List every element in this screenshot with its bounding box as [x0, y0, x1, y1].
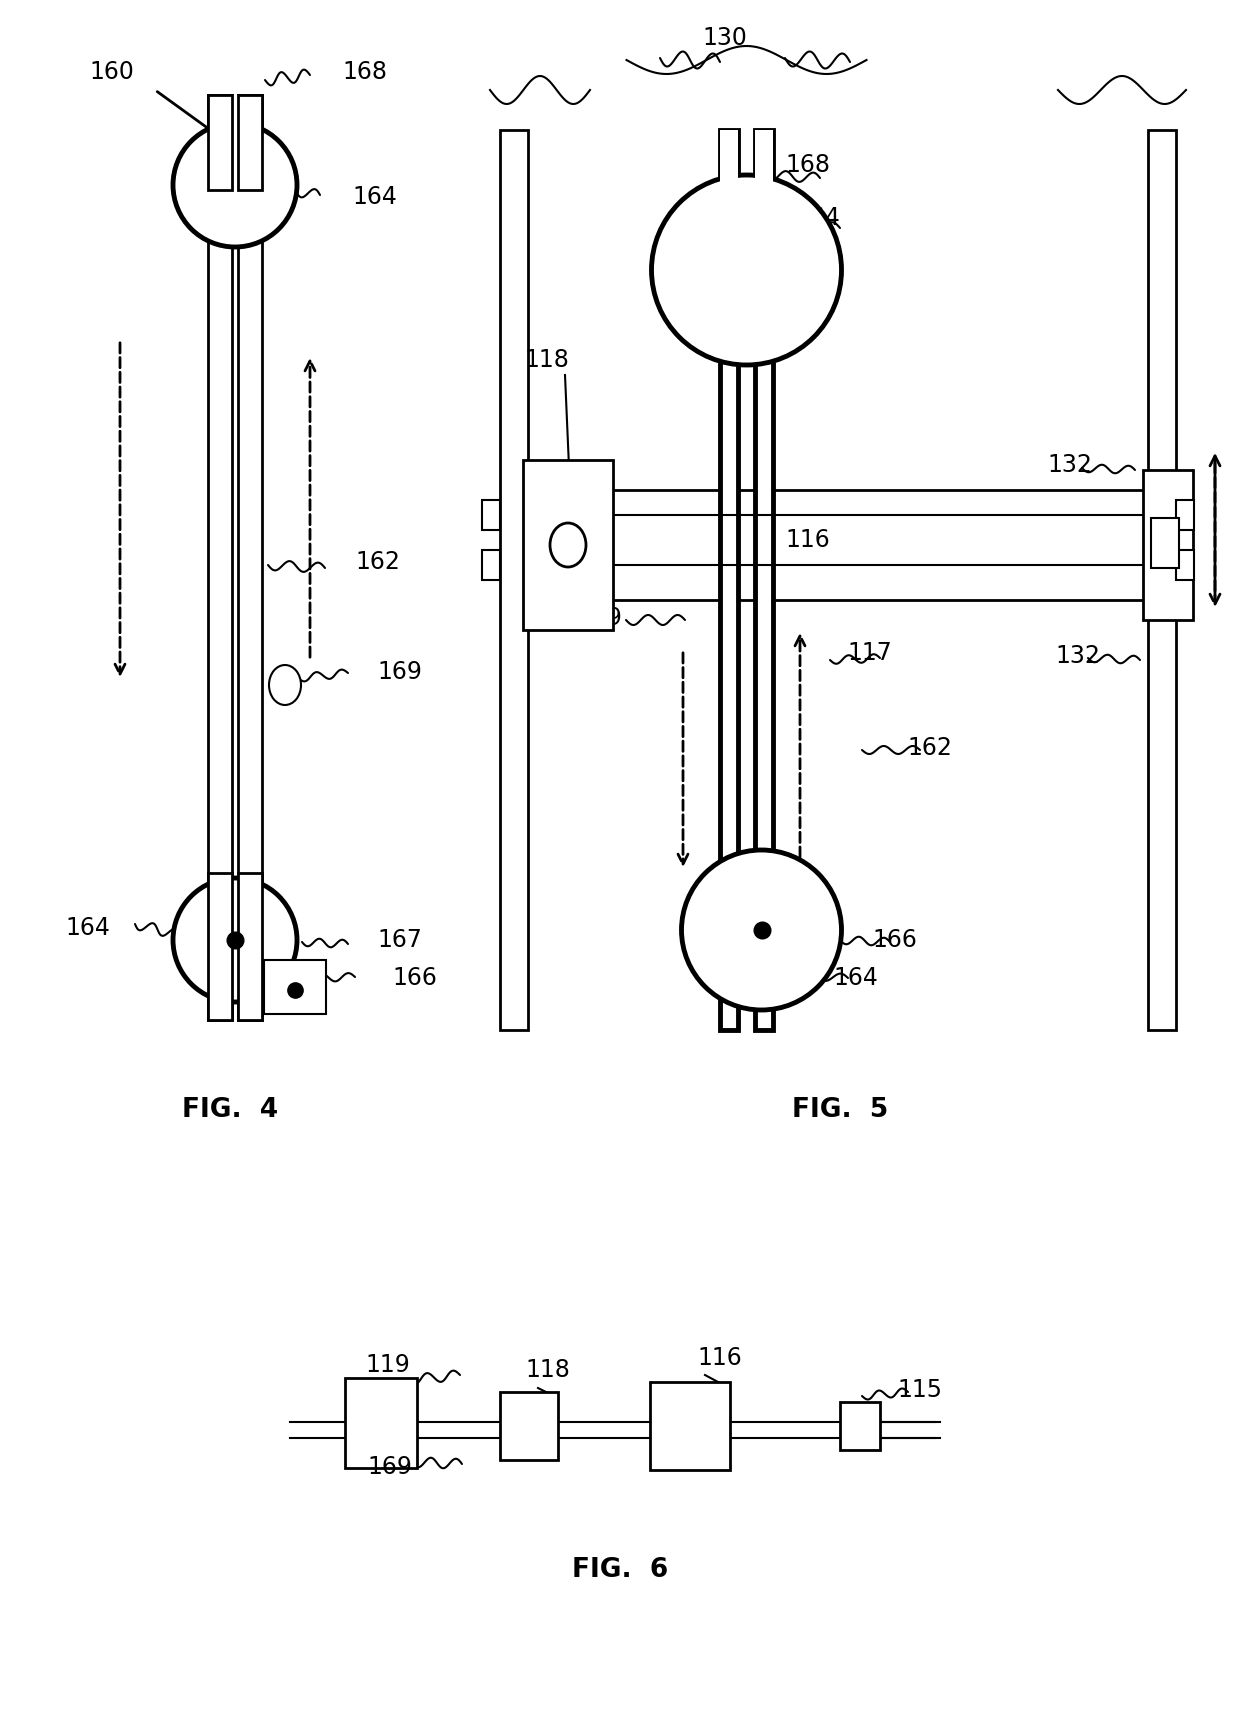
Text: 119: 119: [366, 1353, 410, 1377]
Text: 166: 166: [393, 967, 438, 991]
Text: FIG.  5: FIG. 5: [792, 1098, 888, 1123]
Bar: [755, 129, 773, 184]
Text: 164: 164: [796, 207, 841, 229]
Ellipse shape: [551, 524, 587, 567]
Bar: [264, 960, 326, 1015]
Text: FIG.  6: FIG. 6: [572, 1558, 668, 1583]
Bar: [720, 129, 738, 184]
Text: 169: 169: [377, 660, 423, 684]
Circle shape: [651, 176, 842, 365]
Text: 115: 115: [898, 1378, 942, 1403]
Bar: [482, 500, 500, 531]
Text: 117: 117: [848, 641, 893, 665]
Bar: [839, 1403, 880, 1451]
Bar: [238, 874, 262, 1020]
Text: 164: 164: [66, 917, 110, 941]
Bar: [500, 1392, 558, 1459]
Bar: [528, 489, 1148, 600]
Bar: [720, 129, 738, 1030]
Bar: [500, 129, 528, 1030]
Text: 162: 162: [356, 550, 401, 574]
Bar: [208, 95, 232, 1020]
Circle shape: [174, 122, 298, 246]
Text: 168: 168: [785, 153, 831, 177]
Bar: [238, 95, 262, 190]
Text: 162: 162: [908, 736, 952, 760]
Text: 116: 116: [698, 1346, 743, 1370]
Text: FIG.  4: FIG. 4: [182, 1098, 278, 1123]
Circle shape: [174, 879, 298, 1003]
Bar: [1143, 470, 1193, 620]
Text: 118: 118: [526, 1358, 570, 1382]
Text: 169: 169: [367, 1454, 413, 1478]
Circle shape: [682, 849, 842, 1010]
Bar: [238, 95, 262, 1020]
Bar: [1148, 129, 1176, 1030]
Text: 164: 164: [352, 184, 398, 208]
Text: 168: 168: [342, 60, 387, 84]
Text: 118: 118: [525, 348, 569, 372]
Bar: [1176, 500, 1194, 531]
Bar: [1151, 519, 1179, 569]
Bar: [755, 129, 773, 1030]
Text: 167: 167: [377, 929, 423, 953]
Bar: [482, 550, 500, 581]
Text: 160: 160: [89, 60, 134, 84]
Bar: [345, 1378, 417, 1468]
Text: 166: 166: [873, 929, 918, 953]
Bar: [208, 874, 232, 1020]
Bar: [650, 1382, 730, 1470]
Text: 130: 130: [703, 26, 748, 50]
Text: 132: 132: [1055, 644, 1100, 669]
Text: 164: 164: [833, 967, 878, 991]
Ellipse shape: [269, 665, 301, 705]
Bar: [208, 95, 232, 190]
Bar: [213, 95, 257, 133]
Text: 132: 132: [1048, 453, 1092, 477]
Text: 116: 116: [786, 527, 831, 551]
Bar: [1176, 550, 1194, 581]
Bar: [523, 460, 613, 631]
Text: 169: 169: [578, 606, 622, 631]
